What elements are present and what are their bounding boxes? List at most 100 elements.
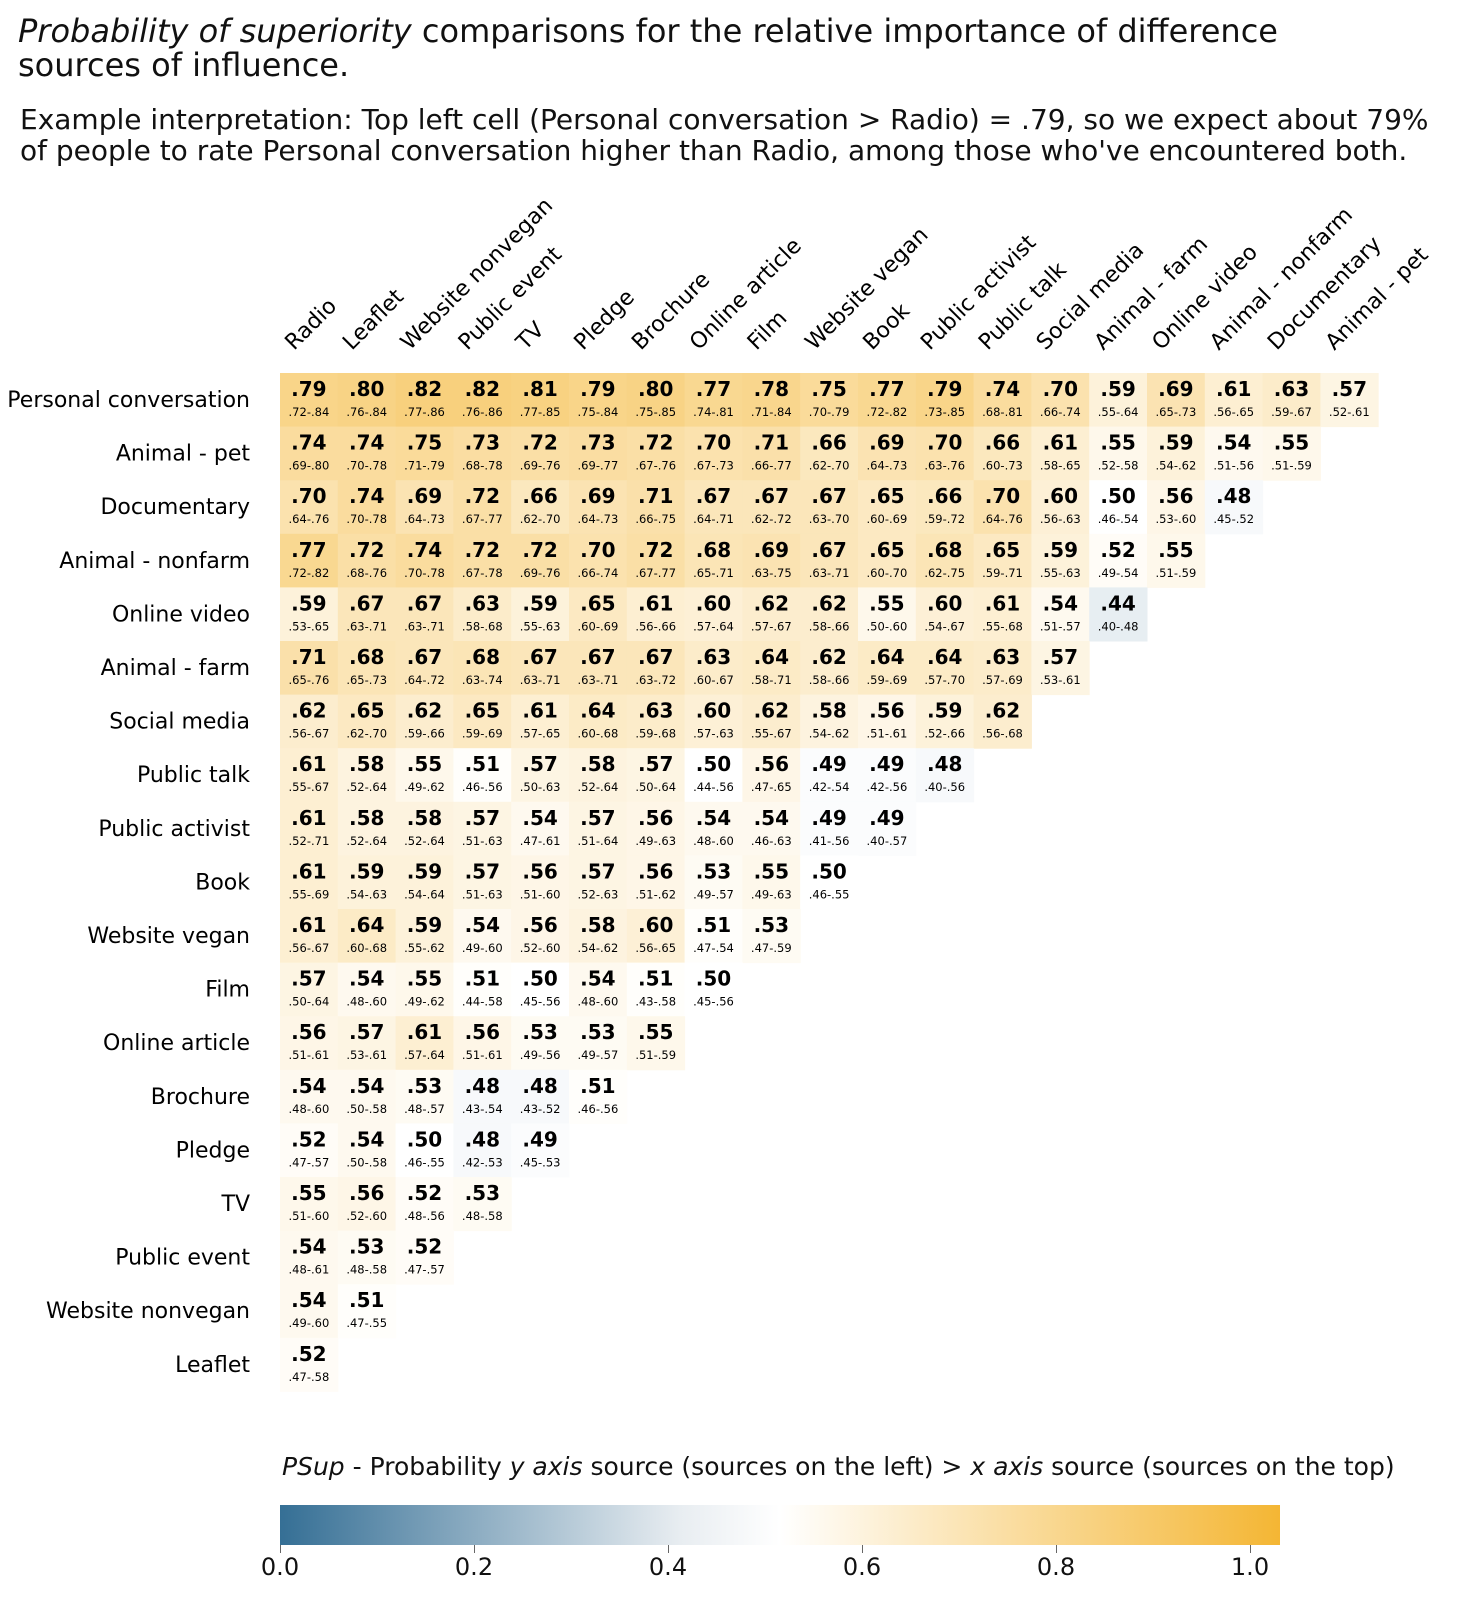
cell-ci: .70-.78	[346, 512, 387, 526]
cell-value: .67	[696, 484, 731, 508]
heatmap-cell	[453, 801, 512, 856]
cell-value: .58	[811, 699, 846, 723]
cell-value: .58	[349, 752, 384, 776]
cell-value: .57	[522, 752, 557, 776]
row-label: Book	[195, 870, 250, 895]
cell-value: .61	[291, 752, 326, 776]
cell-value: .72	[522, 538, 557, 562]
row-label: Online video	[112, 602, 250, 627]
cell-ci: .51-.59	[635, 1048, 676, 1062]
cell-ci: .41-.56	[809, 834, 850, 848]
legend-tick-mark	[1056, 1545, 1057, 1553]
heatmap-cell	[1320, 373, 1379, 428]
heatmap-cell	[858, 587, 917, 642]
cell-value: .66	[927, 484, 962, 508]
cell-ci: .60-.69	[867, 512, 908, 526]
heatmap-cell	[742, 533, 801, 588]
cell-ci: .66-.77	[751, 459, 792, 473]
heatmap-cell	[453, 694, 512, 749]
cell-ci: .52-.71	[289, 834, 330, 848]
cell-value: .63	[696, 645, 731, 669]
heatmap-cell	[1089, 587, 1148, 642]
row-label: Leaflet	[175, 1353, 250, 1378]
heatmap-cell	[742, 641, 801, 696]
cell-ci: .52-.60	[346, 1209, 387, 1223]
heatmap-cell	[1031, 587, 1090, 642]
cell-ci: .53-.61	[346, 1048, 387, 1062]
cell-ci: .77-.85	[520, 405, 561, 419]
cell-value: .74	[985, 377, 1020, 401]
heatmap-cell	[280, 641, 339, 696]
cell-value: .53	[465, 1181, 500, 1205]
cell-value: .55	[291, 1181, 326, 1205]
cell-ci: .63-.70	[809, 512, 850, 526]
heatmap-cell	[280, 748, 339, 803]
heatmap-cell	[337, 962, 397, 1017]
row-label: Documentary	[100, 495, 250, 520]
cell-value: .58	[580, 752, 615, 776]
cell-ci: .72-.82	[867, 405, 908, 419]
cell-ci: .49-.63	[635, 834, 676, 848]
cell-ci: .68-.76	[346, 566, 387, 580]
legend-tick-mark	[668, 1545, 669, 1553]
cell-ci: .44-.56	[693, 780, 734, 794]
heatmap-cell	[1031, 480, 1090, 535]
heatmap-cell	[569, 426, 628, 481]
heatmap-cell	[915, 533, 975, 588]
cell-value: .56	[522, 859, 557, 883]
cell-ci: .55-.62	[404, 941, 445, 955]
heatmap-cell	[337, 801, 397, 856]
column-label: Leaflet	[338, 284, 409, 355]
heatmap-cell	[280, 1069, 339, 1124]
cell-value: .69	[407, 484, 442, 508]
cell-ci: .47-.59	[751, 941, 792, 955]
cell-value: .82	[465, 377, 500, 401]
cell-ci: .54-.62	[1156, 459, 1197, 473]
heatmap-cell	[280, 855, 339, 910]
cell-ci: .57-.70	[924, 673, 965, 687]
cell-value: .54	[349, 967, 384, 991]
cell-value: .51	[696, 913, 731, 937]
cell-value: .60	[696, 699, 731, 723]
cell-value: .65	[465, 699, 500, 723]
cell-value: .49	[522, 1127, 557, 1151]
cell-value: .44	[1100, 591, 1135, 615]
cell-ci: .51-.63	[462, 887, 503, 901]
heatmap-cell	[337, 748, 397, 803]
cell-ci: .47-.57	[404, 1263, 445, 1277]
cell-value: .48	[465, 1127, 500, 1151]
heatmap-cell	[915, 748, 975, 803]
heatmap-cell	[1147, 426, 1206, 481]
heatmap-cell	[337, 587, 397, 642]
cell-ci: .60-.69	[578, 619, 619, 633]
heatmap-cell	[337, 855, 397, 910]
cell-value: .53	[349, 1235, 384, 1259]
cell-ci: .63-.71	[404, 619, 445, 633]
heatmap-cell	[453, 748, 512, 803]
cell-ci: .57-.65	[520, 727, 561, 741]
cell-ci: .42-.53	[462, 1155, 503, 1169]
heatmap-cell	[858, 480, 917, 535]
heatmap-cell	[684, 909, 743, 964]
heatmap-cell	[453, 909, 512, 964]
cell-ci: .66-.74	[1040, 405, 1081, 419]
heatmap-cell	[742, 480, 801, 535]
heatmap-cell	[453, 1069, 512, 1124]
heatmap-cell	[684, 587, 743, 642]
heatmap-cell	[453, 1177, 512, 1232]
cell-value: .70	[927, 431, 962, 455]
cell-ci: .49-.60	[462, 941, 503, 955]
row-label: Online article	[103, 1031, 250, 1056]
cell-value: .64	[754, 645, 789, 669]
cell-value: .62	[291, 699, 326, 723]
cell-value: .51	[349, 1288, 384, 1312]
cell-ci: .43-.58	[635, 995, 676, 1009]
cell-value: .60	[696, 591, 731, 615]
cell-ci: .72-.82	[289, 566, 330, 580]
heatmap-cell	[742, 748, 801, 803]
heatmap-cell	[626, 641, 686, 696]
heatmap-cell	[511, 480, 570, 535]
heatmap-cell	[569, 587, 628, 642]
cell-value: .61	[1043, 431, 1078, 455]
